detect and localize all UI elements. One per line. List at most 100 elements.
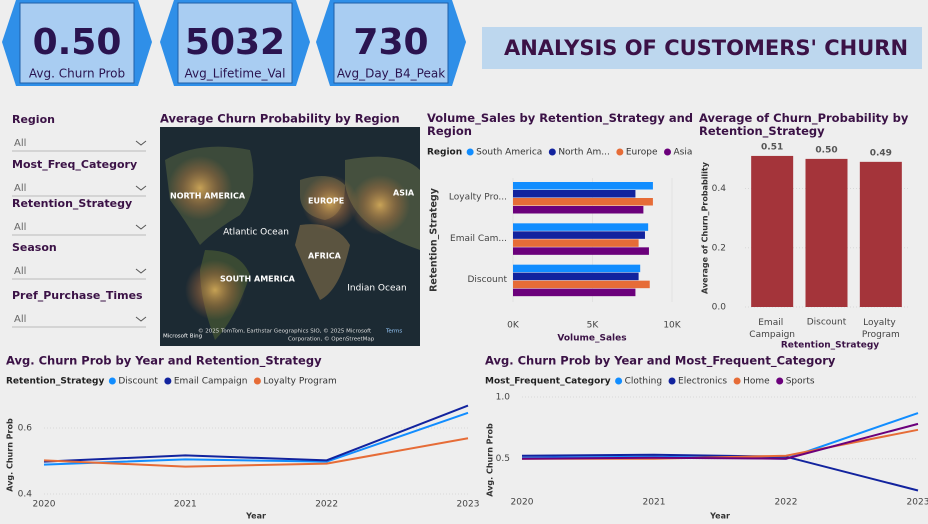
y-tick-label: 0.4: [18, 490, 33, 500]
chart-title: Avg. Churn Prob by Year and Retention_St…: [6, 354, 322, 369]
slicer-dropdown[interactable]: [135, 316, 147, 322]
kpi-card: [19, 2, 135, 84]
x-tick-label: Discount: [807, 318, 847, 328]
slicer-label: Most_Freq_Category: [12, 158, 137, 171]
line: [521, 422, 919, 460]
kpi-label: Avg_Day_B4_Peak: [337, 67, 445, 81]
x-tick-label: 0K: [507, 321, 520, 331]
legend-marker: [616, 148, 624, 156]
map-logo: Microsoft Bing: [163, 334, 202, 340]
y-tick-label: Email Cam...: [450, 234, 507, 244]
y-tick-label: Discount: [467, 275, 507, 285]
legend-label: Asia: [674, 148, 693, 158]
legend-marker: [548, 148, 556, 156]
bar: [513, 288, 636, 297]
region-bubble: [350, 175, 410, 235]
kpi-card: [177, 2, 293, 84]
slicer-dropdown[interactable]: [135, 140, 147, 146]
legend-label: Europe: [626, 148, 658, 158]
legend-title: Region: [427, 148, 462, 158]
legend-label: North Am...: [558, 148, 610, 158]
map-label: Atlantic Ocean: [223, 228, 289, 238]
legend-marker: [776, 377, 784, 385]
slicer-dropdown[interactable]: [135, 268, 147, 274]
line: [43, 404, 469, 463]
map-label: ASIA: [393, 189, 415, 198]
x-tick-label: 2020: [511, 498, 534, 508]
chart-title: Avg. Churn Prob by Year and Most_Frequen…: [485, 354, 836, 369]
x-tick-label: 2023: [907, 498, 928, 508]
x-tick-label: 2021: [643, 498, 666, 508]
bar: [513, 223, 649, 231]
legend-title: Retention_Strategy: [6, 377, 104, 387]
legend-label: Loyalty Program: [263, 377, 336, 387]
line: [43, 411, 469, 466]
slicer-value: All: [14, 314, 26, 325]
kpi-value: 5032: [185, 22, 285, 63]
bar: [513, 190, 636, 198]
kpi-label: Avg_Lifetime_Val: [185, 67, 286, 81]
map-label: NORTH AMERICA: [170, 192, 246, 201]
map-terms[interactable]: Terms: [385, 329, 402, 335]
bar: [513, 231, 645, 239]
bar: [805, 158, 848, 307]
bar: [513, 206, 644, 214]
legend-label: Home: [743, 377, 770, 387]
y-tick-label: 0.4: [712, 184, 727, 194]
page-title: ANALYSIS OF CUSTOMERS' CHURN: [504, 36, 908, 60]
slicer-value: All: [14, 183, 26, 194]
map-label: SOUTH AMERICA: [220, 275, 296, 284]
bar: [513, 280, 650, 289]
map-label: EUROPE: [308, 197, 344, 206]
slicer-dropdown[interactable]: [135, 224, 147, 230]
bar: [513, 239, 639, 247]
legend-marker: [664, 148, 672, 156]
y-tick-label: 0.0: [712, 303, 727, 313]
legend-title: Most_Frequent_Category: [485, 377, 611, 387]
legend-marker: [615, 377, 623, 385]
x-tick-label: 2020: [33, 500, 56, 510]
y-tick-label: 0.2: [712, 243, 726, 253]
legend-label: Email Campaign: [174, 377, 248, 387]
chart-title: Average of Churn_Probability by Retentio…: [699, 111, 912, 139]
y-axis-title: Retention_Strategy: [429, 187, 440, 292]
legend-marker: [733, 377, 741, 385]
line: [521, 412, 919, 460]
value-label: 0.49: [870, 148, 892, 158]
x-tick-label: 5K: [587, 321, 600, 331]
slicer-value: All: [14, 266, 26, 277]
x-tick-label: 2021: [174, 500, 197, 510]
chart-title: Volume_Sales by Retention_Strategy and R…: [427, 111, 697, 138]
y-tick-label: 0.5: [496, 454, 510, 464]
legend-label: Electronics: [678, 377, 727, 387]
region-bubble: [185, 260, 245, 320]
bar: [513, 198, 653, 206]
value-label: 0.51: [761, 142, 783, 152]
x-tick-label: 2023: [457, 500, 480, 510]
kpi-card: [333, 2, 449, 84]
bar: [513, 247, 649, 255]
line: [43, 437, 469, 468]
legend-label: Discount: [118, 377, 158, 387]
map-credit: Corporation, © OpenStreetMap: [288, 336, 375, 343]
y-axis-title: Avg. Churn Prob: [6, 418, 15, 492]
y-axis-title: Avg. Churn Prob: [486, 423, 495, 497]
line: [521, 453, 919, 492]
region-bubble: [168, 156, 232, 220]
slicer-dropdown[interactable]: [135, 185, 147, 191]
legend-label: South America: [476, 148, 542, 158]
bar: [751, 155, 794, 307]
legend-marker: [164, 377, 172, 385]
y-tick-label: 1.0: [496, 393, 511, 403]
bar: [513, 182, 653, 190]
x-tick-label: 2022: [315, 500, 338, 510]
slicer-label: Season: [12, 241, 57, 254]
slicer-label: Pref_Purchase_Times: [12, 289, 143, 302]
legend-label: Clothing: [625, 377, 662, 387]
legend-marker: [466, 148, 474, 156]
map-label: AFRICA: [308, 252, 342, 261]
value-label: 0.50: [815, 145, 837, 155]
slicer-label: Retention_Strategy: [12, 197, 132, 210]
